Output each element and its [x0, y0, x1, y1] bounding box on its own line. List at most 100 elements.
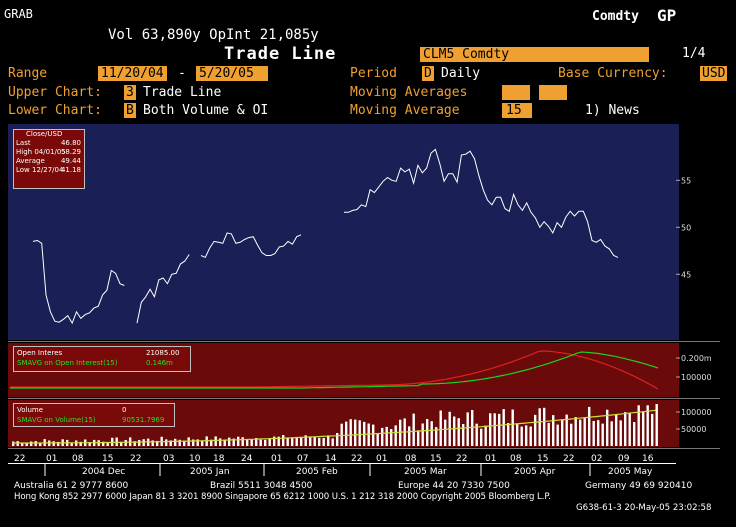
volume-bar [480, 428, 483, 446]
volume-bar [475, 423, 478, 446]
volume-bar [372, 424, 375, 446]
volume-bar [615, 414, 618, 446]
lower-chart-value: Both Volume & OI [143, 103, 269, 118]
x-axis-day-label: 18 [213, 454, 225, 464]
volume-legend-row1-value: 0 [122, 406, 127, 414]
range-end-field[interactable]: 5/20/05 [196, 66, 268, 81]
price-legend-row: Last 46.80 [14, 139, 84, 148]
volume-bar [183, 440, 186, 446]
base-currency-label: Base Currency: [558, 66, 668, 81]
footer-contacts: Hong Kong 852 2977 6000 Japan 81 3 3201 … [14, 492, 551, 502]
volume-bar [57, 441, 60, 446]
volume-bar [21, 443, 24, 446]
volume-bar [439, 410, 442, 446]
volume-bar [633, 422, 636, 446]
volume-bar [268, 438, 271, 446]
x-axis-bar [8, 449, 679, 476]
volume-bar [277, 436, 280, 446]
x-axis-month-label: 2005 Feb [296, 467, 338, 477]
page-indicator: 1/4 [682, 46, 706, 61]
moving-average-value-field[interactable]: 15 [502, 103, 532, 118]
volume-bar [286, 438, 289, 446]
volume-bar [511, 409, 514, 446]
x-axis-day-label: 01 [376, 454, 387, 464]
volume-bar [525, 425, 528, 446]
volume-bar [241, 437, 244, 446]
volume-bar [259, 439, 262, 446]
volume-bar [300, 437, 303, 446]
volume-bar [201, 440, 204, 446]
volume-bar [601, 423, 604, 446]
volume-bar [79, 441, 82, 446]
footer-germany: Germany 49 69 920410 [585, 481, 693, 491]
x-axis-day-label: 08 [72, 454, 84, 464]
page-title: Trade Line [224, 44, 337, 64]
volume-bar [390, 429, 393, 446]
range-label: Range [8, 66, 48, 81]
volume-bar [651, 413, 654, 446]
upper-chart-code-field[interactable]: 3 [124, 85, 136, 100]
volume-bar [133, 441, 136, 446]
volume-bar [498, 413, 501, 446]
volume-bar [462, 424, 465, 446]
moving-average-2-field[interactable] [539, 85, 567, 100]
x-axis-month-label: 2004 Dec [82, 467, 125, 477]
volume-bar [561, 419, 564, 446]
oi-axis-area [679, 343, 720, 397]
volume-bar [574, 417, 577, 446]
oi-legend: Open Interes 21085.00 SMAVG on Open Inte… [13, 346, 191, 372]
volume-bar [345, 421, 348, 446]
volume-bar [174, 438, 177, 446]
volume-bar [376, 433, 379, 446]
volume-bar [507, 423, 510, 446]
volume-bar [579, 419, 582, 446]
x-axis-day-label: 08 [510, 454, 522, 464]
volume-bar [655, 404, 658, 446]
x-axis-day-label: 08 [405, 454, 417, 464]
news-link[interactable]: 1) News [585, 103, 640, 118]
volume-legend-row1-label: Volume [17, 406, 44, 414]
moving-averages-label: Moving Averages [350, 85, 468, 100]
volume-bar [565, 414, 568, 446]
volume-bar [156, 440, 159, 446]
x-axis-day-label: 02 [591, 454, 602, 464]
upper-chart-value: Trade Line [143, 85, 222, 100]
price-line [32, 148, 619, 325]
volume-bar [381, 427, 384, 446]
price-legend-value: 41.18 [60, 166, 81, 174]
volume-bar [88, 442, 91, 446]
volume-bar [120, 441, 123, 446]
x-axis-day-label: 22 [14, 454, 25, 464]
base-currency-field[interactable]: USD [700, 66, 728, 81]
security-field[interactable]: CLM5 Comdty [420, 47, 649, 62]
volume-bar [39, 443, 42, 446]
volume-bar [417, 430, 420, 446]
range-start-field[interactable]: 11/20/04 [98, 66, 167, 81]
volume-bar [30, 441, 33, 446]
period-code-field[interactable]: D [422, 66, 434, 81]
volume-bar [228, 437, 231, 446]
volume-bar [592, 421, 595, 446]
x-axis-day-label: 22 [130, 454, 141, 464]
price-legend-label: Average [16, 157, 45, 165]
volume-bar [399, 419, 402, 446]
volume-bar [466, 412, 469, 446]
volume-bar [106, 442, 109, 446]
moving-average-1-field[interactable] [502, 85, 530, 100]
x-axis-month-label: 2005 Jan [190, 467, 230, 477]
volume-bar [583, 417, 586, 446]
volume-bar [138, 440, 141, 446]
price-legend-label: Low 12/27/04 [16, 166, 64, 174]
moving-average-label: Moving Average [350, 103, 460, 118]
price-legend-value: 49.44 [60, 157, 81, 165]
volume-axis-label: 100000 [681, 408, 712, 417]
volume-bar [421, 423, 424, 446]
price-axis-label: 45 [681, 270, 691, 279]
oi-legend-row2-label: SMAVG on Open Interest(15) [17, 359, 118, 367]
volume-bar [367, 423, 370, 446]
volume-bar [102, 441, 105, 446]
period-value: Daily [441, 66, 481, 81]
x-axis-day-label: 16 [642, 454, 654, 464]
oi-axis-label: 0.200m [681, 354, 712, 363]
lower-chart-code-field[interactable]: B [124, 103, 136, 118]
